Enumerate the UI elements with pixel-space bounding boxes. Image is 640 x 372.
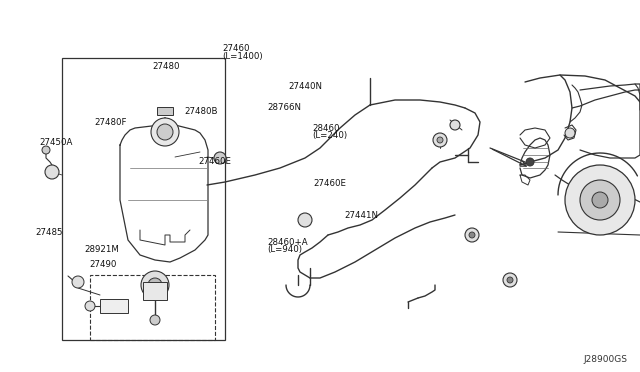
Bar bbox=[90, 275, 215, 340]
Text: J28900GS: J28900GS bbox=[583, 355, 627, 364]
Bar bbox=[62, 58, 225, 340]
Text: 27460: 27460 bbox=[223, 44, 250, 53]
Circle shape bbox=[141, 271, 169, 299]
Circle shape bbox=[503, 273, 517, 287]
Text: 27460E: 27460E bbox=[198, 157, 232, 166]
Circle shape bbox=[45, 165, 59, 179]
Text: 27485: 27485 bbox=[35, 228, 63, 237]
Circle shape bbox=[469, 232, 475, 238]
Circle shape bbox=[526, 158, 534, 166]
Circle shape bbox=[507, 277, 513, 283]
Circle shape bbox=[450, 120, 460, 130]
Circle shape bbox=[437, 137, 443, 143]
Text: 27460E: 27460E bbox=[314, 179, 347, 187]
Text: 27480F: 27480F bbox=[95, 118, 127, 126]
Circle shape bbox=[580, 180, 620, 220]
Circle shape bbox=[157, 124, 173, 140]
Text: 27441N: 27441N bbox=[344, 211, 378, 220]
Text: 27440N: 27440N bbox=[288, 82, 322, 91]
Text: 28460: 28460 bbox=[312, 124, 340, 133]
Circle shape bbox=[151, 118, 179, 146]
Text: (L=1400): (L=1400) bbox=[223, 52, 263, 61]
Text: 27480: 27480 bbox=[152, 62, 180, 71]
Circle shape bbox=[214, 152, 226, 164]
Circle shape bbox=[72, 276, 84, 288]
Circle shape bbox=[150, 315, 160, 325]
Text: 27450A: 27450A bbox=[40, 138, 73, 147]
Text: 28766N: 28766N bbox=[268, 103, 301, 112]
Circle shape bbox=[465, 228, 479, 242]
Circle shape bbox=[565, 165, 635, 235]
Circle shape bbox=[148, 278, 162, 292]
Text: 28460+A: 28460+A bbox=[268, 238, 308, 247]
Bar bbox=[143, 282, 167, 300]
Bar bbox=[100, 299, 128, 313]
Circle shape bbox=[592, 192, 608, 208]
Text: 28921M: 28921M bbox=[84, 245, 119, 254]
Text: 27490: 27490 bbox=[90, 260, 117, 269]
Circle shape bbox=[42, 146, 50, 154]
Text: (L=240): (L=240) bbox=[312, 131, 348, 140]
Circle shape bbox=[565, 128, 575, 138]
Circle shape bbox=[298, 213, 312, 227]
Circle shape bbox=[433, 133, 447, 147]
Text: 27480B: 27480B bbox=[184, 107, 218, 116]
Text: (L=940): (L=940) bbox=[268, 246, 303, 254]
Bar bbox=[157, 107, 173, 115]
Circle shape bbox=[85, 301, 95, 311]
